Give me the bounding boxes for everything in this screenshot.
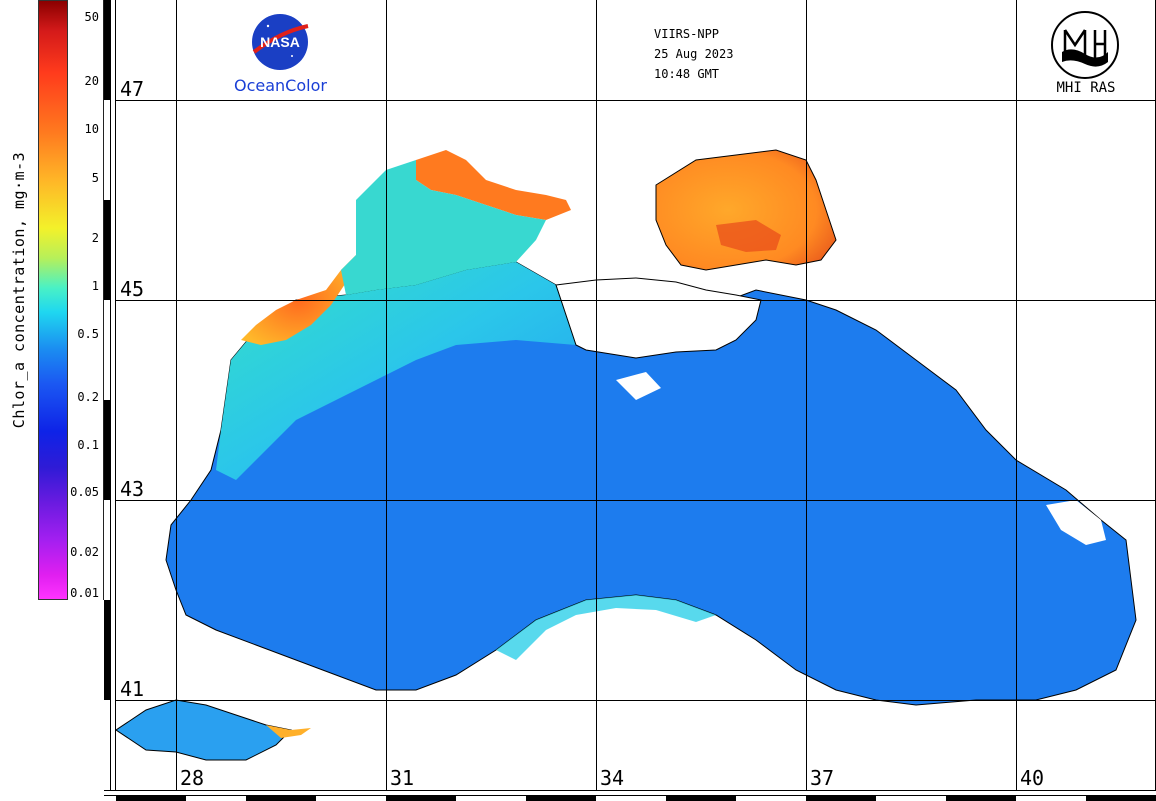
colorbar-tick: 0.2 bbox=[77, 390, 99, 404]
latitude-scale-bar bbox=[104, 0, 116, 801]
longitude-label: 37 bbox=[810, 766, 835, 790]
sensor-name: VIIRS-NPP bbox=[654, 27, 720, 41]
colorbar-tick: 0.05 bbox=[70, 485, 99, 499]
colorbar-tick: 5 bbox=[91, 171, 99, 185]
black-sea-chlorophyll-map bbox=[116, 0, 1156, 790]
longitude-label: 34 bbox=[600, 766, 625, 790]
scene-info: VIIRS-NPP 25 Aug 2023 10:48 GMT bbox=[654, 24, 733, 84]
scene-date: 25 Aug 2023 bbox=[654, 47, 734, 61]
latitude-label: 47 bbox=[120, 77, 145, 101]
colorbar-tick: 2 bbox=[91, 231, 99, 245]
latitude-label: 43 bbox=[120, 477, 145, 501]
colorbar-tick: 0.02 bbox=[70, 545, 99, 559]
svg-text:NASA: NASA bbox=[260, 34, 300, 50]
colorbar-tick: 20 bbox=[84, 74, 99, 88]
east-coast-cloud-gap bbox=[1046, 500, 1106, 545]
colorbar-tick: 0.1 bbox=[77, 438, 99, 452]
longitude-label: 28 bbox=[180, 766, 205, 790]
colorbar-tick: 0.5 bbox=[77, 327, 99, 341]
colorbar-title: Chlor_a concentration, mg·m-3 bbox=[10, 151, 28, 429]
colorbar-tick: 10 bbox=[84, 122, 99, 136]
south-coast-shelf-band bbox=[496, 595, 716, 660]
sea-of-marmara-water bbox=[116, 699, 293, 761]
colorbar-title-wrap: Chlor_a concentration, mg·m-3 bbox=[0, 0, 38, 600]
longitude-label: 31 bbox=[390, 766, 415, 790]
colorbar-gradient bbox=[38, 0, 68, 600]
azov-dark-patch bbox=[716, 220, 781, 252]
marmara-coastal-high-chl bbox=[266, 725, 311, 738]
longitude-scale-bar bbox=[104, 790, 1156, 801]
colorbar-tick: 0.01 bbox=[70, 586, 99, 600]
scene-time: 10:48 GMT bbox=[654, 67, 720, 81]
crimea-south-cloud-gap bbox=[616, 372, 661, 400]
nasa-logo-icon: NASA bbox=[252, 14, 309, 70]
mhi-ras-label: MHI RAS bbox=[1056, 80, 1116, 96]
crimea-land bbox=[555, 277, 762, 359]
mhi-ras-logo-icon bbox=[1051, 11, 1119, 79]
colorbar-tick-column: 50 20 10 5 2 1 0.5 0.2 0.1 0.05 0.02 0.0… bbox=[68, 0, 104, 600]
nw-shelf-upper-water bbox=[341, 160, 546, 295]
sea-of-azov-high-chl bbox=[655, 149, 837, 271]
oceancolor-label: OceanColor bbox=[234, 76, 327, 95]
colorbar-tick: 50 bbox=[84, 10, 99, 24]
dnieper-estuary-high-chl bbox=[416, 150, 571, 220]
latitude-label: 45 bbox=[120, 277, 145, 301]
latitude-label: 41 bbox=[120, 677, 145, 701]
longitude-label: 40 bbox=[1020, 766, 1045, 790]
colorbar-tick: 1 bbox=[91, 279, 99, 293]
